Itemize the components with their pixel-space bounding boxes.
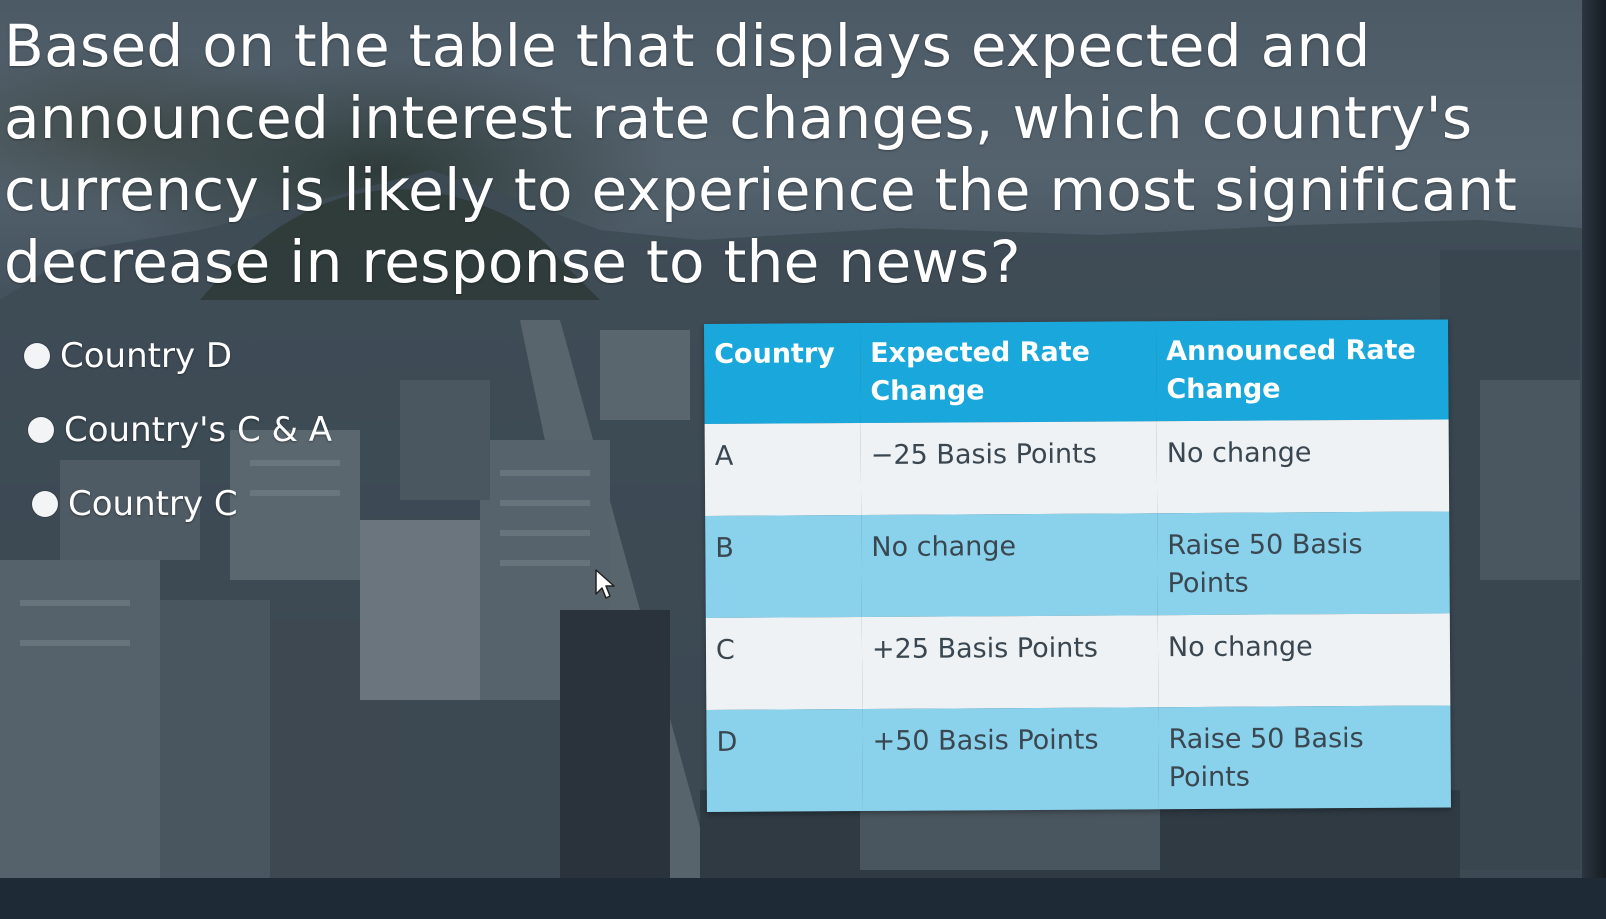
option-label: Country C xyxy=(68,484,238,524)
radio-button-icon[interactable] xyxy=(24,343,50,369)
header-country: Country xyxy=(704,323,861,424)
option-countries-c-and-a[interactable]: Country's C & A xyxy=(28,410,332,450)
cell-announced: Raise 50 Basis Points xyxy=(1158,705,1451,810)
cell-expected: No change xyxy=(861,513,1158,618)
option-country-c[interactable]: Country C xyxy=(32,484,238,524)
monitor-bezel-bottom xyxy=(0,878,1606,919)
option-country-d[interactable]: Country D xyxy=(24,336,232,376)
cell-expected: −25 Basis Points xyxy=(860,421,1158,516)
question-text: Based on the table that displays expecte… xyxy=(4,12,1518,296)
cell-country: B xyxy=(705,515,862,618)
cell-expected: +50 Basis Points xyxy=(862,707,1159,812)
cell-country: A xyxy=(704,423,862,516)
header-expected-rate-change: Expected Rate Change xyxy=(859,321,1157,424)
monitor-bezel-right xyxy=(1582,0,1606,919)
cell-announced: No change xyxy=(1157,613,1451,708)
header-announced-rate-change: Announced Rate Change xyxy=(1155,319,1449,422)
table-row: D +50 Basis Points Raise 50 Basis Points xyxy=(706,705,1451,812)
cell-announced: No change xyxy=(1156,419,1450,514)
rate-change-table: Country Expected Rate Change Announced R… xyxy=(704,319,1451,812)
table-row: B No change Raise 50 Basis Points xyxy=(705,511,1450,618)
radio-button-icon[interactable] xyxy=(32,491,58,517)
table-row: A −25 Basis Points No change xyxy=(704,419,1450,516)
table-row: C +25 Basis Points No change xyxy=(705,613,1451,710)
cell-expected: +25 Basis Points xyxy=(861,615,1159,710)
radio-button-icon[interactable] xyxy=(28,417,54,443)
cell-country: D xyxy=(706,709,863,812)
cell-country: C xyxy=(705,617,863,710)
option-label: Country's C & A xyxy=(64,410,333,450)
cell-announced: Raise 50 Basis Points xyxy=(1157,511,1450,616)
mouse-pointer-icon xyxy=(595,569,615,599)
table-header-row: Country Expected Rate Change Announced R… xyxy=(704,319,1449,424)
option-label: Country D xyxy=(60,336,233,376)
